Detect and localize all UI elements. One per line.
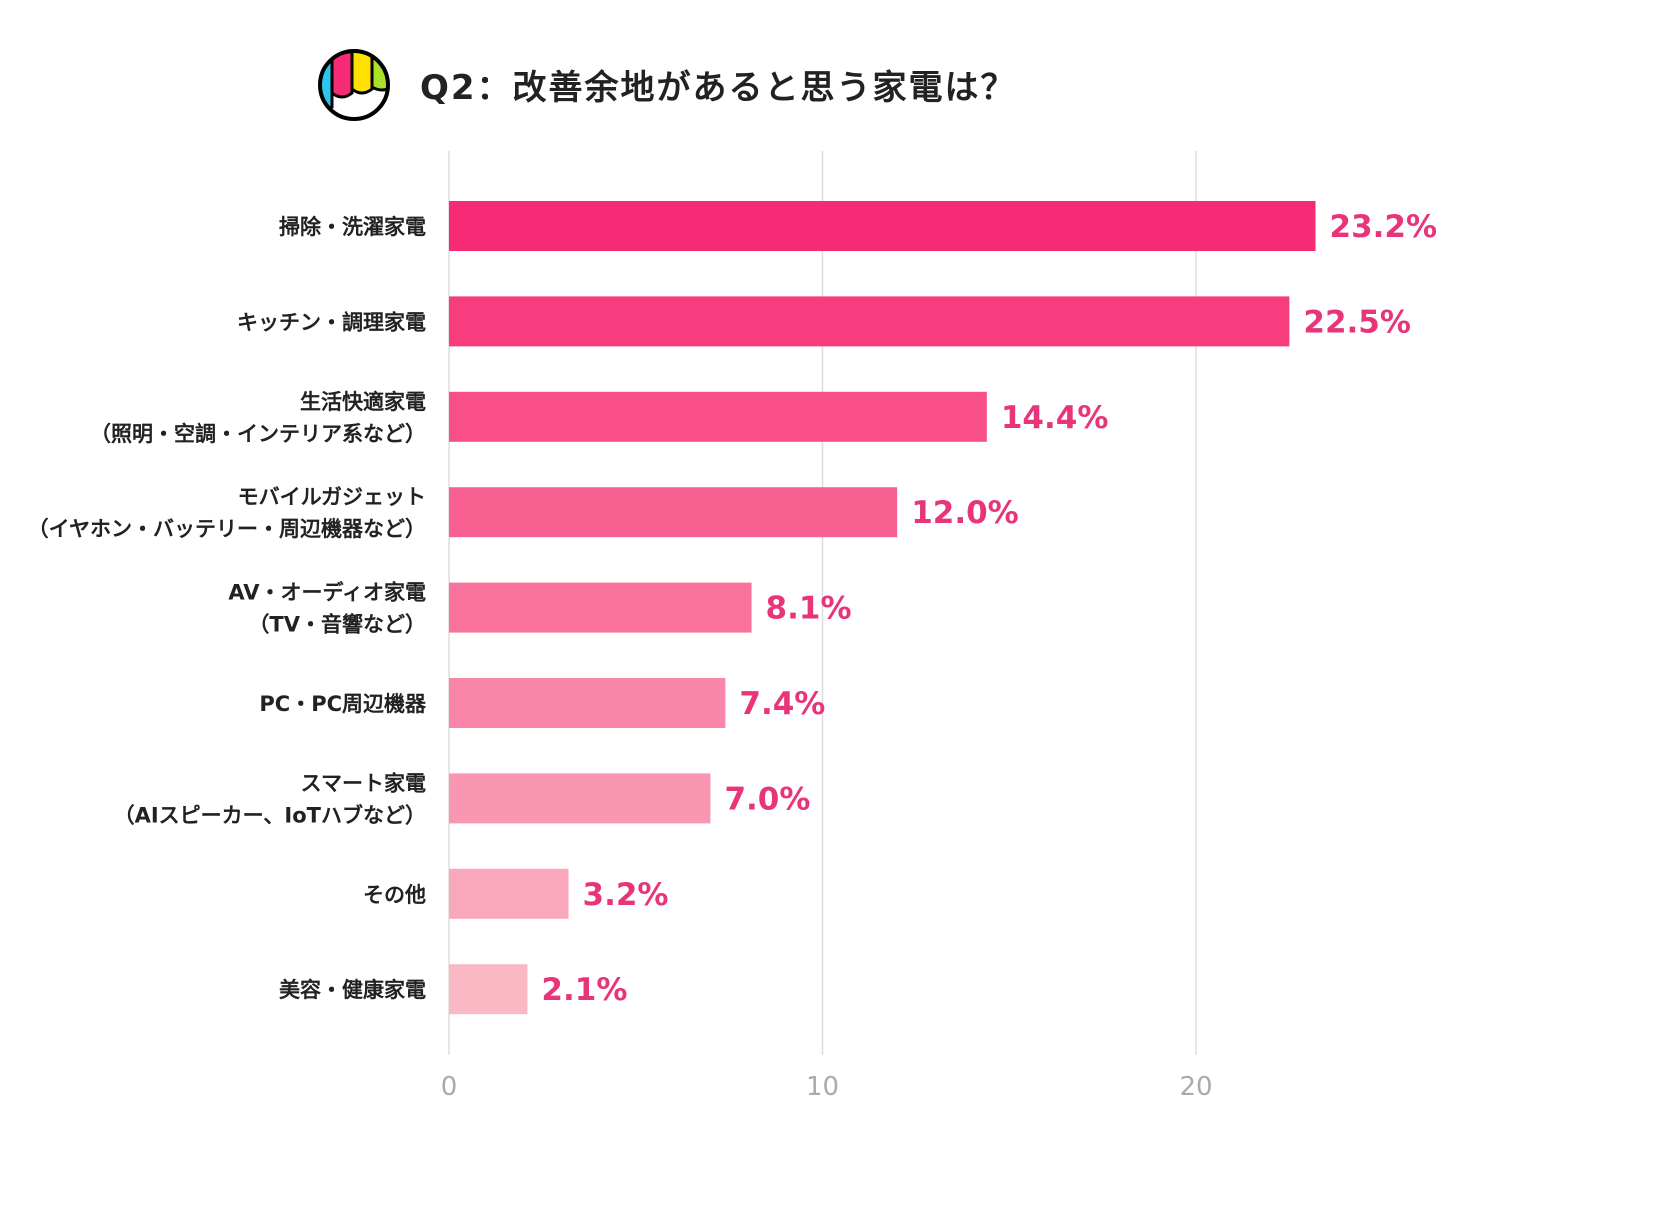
- category-label: （照明・空調・インテリア系など）: [90, 422, 426, 446]
- data-label: 22.5%: [1303, 304, 1411, 340]
- x-tick-label: 20: [1179, 1072, 1212, 1102]
- bar: [449, 296, 1290, 347]
- category-label: スマート家電: [301, 771, 426, 795]
- category-label: 生活快適家電: [300, 390, 426, 414]
- chart-title: Q2：改善余地があると思う家電は？: [420, 68, 1017, 108]
- category-label: PC・PC周辺機器: [259, 692, 427, 716]
- category-label: （AIスピーカー、IoTハブなど）: [114, 803, 426, 827]
- data-label: 7.0%: [724, 781, 810, 817]
- x-tick-label: 0: [441, 1072, 458, 1102]
- data-label: 12.0%: [911, 495, 1019, 531]
- bar: [449, 391, 987, 442]
- data-label: 23.2%: [1330, 209, 1438, 245]
- data-label: 2.1%: [541, 972, 627, 1008]
- data-label: 3.2%: [583, 877, 669, 913]
- data-label: 7.4%: [739, 686, 825, 722]
- bar: [449, 582, 752, 633]
- bar: [449, 201, 1316, 251]
- category-label: 掃除・洗濯家電: [279, 215, 426, 239]
- bar: [449, 678, 726, 728]
- bar: [449, 487, 898, 538]
- bar: [449, 868, 569, 919]
- category-label: モバイルガジェット: [238, 485, 426, 509]
- category-label: （イヤホン・バッテリー・周辺機器など）: [28, 517, 426, 541]
- bar: [449, 964, 528, 1015]
- data-label: 8.1%: [766, 591, 852, 627]
- category-label: （TV・音響など）: [248, 613, 426, 637]
- category-label: 美容・健康家電: [279, 978, 426, 1002]
- brand-logo: [318, 49, 390, 121]
- category-label: キッチン・調理家電: [237, 310, 426, 334]
- x-tick-label: 10: [806, 1072, 839, 1102]
- data-label: 14.4%: [1001, 400, 1109, 436]
- category-label: その他: [363, 883, 426, 907]
- category-label: AV・オーディオ家電: [228, 581, 426, 605]
- bar: [449, 773, 711, 824]
